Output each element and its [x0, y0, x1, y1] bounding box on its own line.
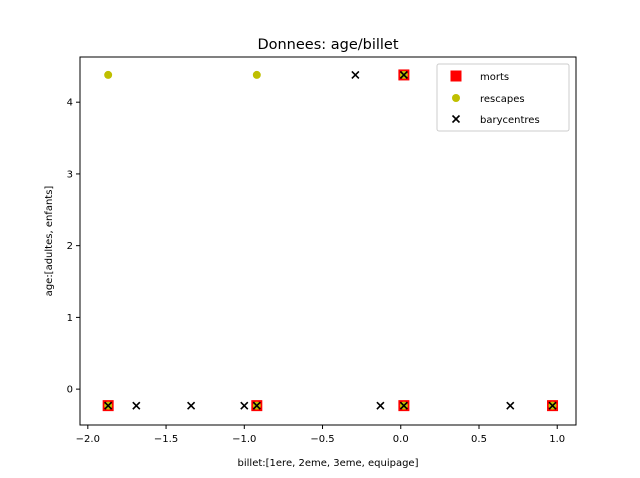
x-axis-label: billet:[1ere, 2eme, 3eme, equipage] [238, 458, 419, 469]
barycentres-point-stroke [240, 401, 249, 410]
rescapes-point [252, 70, 261, 79]
barycentres-point-stroke [104, 401, 113, 410]
y-axis-label: age:[adultes, enfants] [44, 186, 55, 297]
barycentres-point [506, 401, 515, 410]
y-ticks: 0 1 2 3 4 [67, 98, 80, 396]
series-barycentres [104, 70, 557, 410]
barycentres-point-stroke [399, 70, 408, 79]
legend-marker-morts [450, 70, 462, 82]
barycentres-point [399, 401, 408, 410]
barycentres-point-stroke [187, 401, 196, 410]
barycentres-point [351, 70, 360, 79]
barycentres-point [548, 401, 557, 410]
rescapes-point [104, 70, 113, 79]
legend-label-morts: morts [480, 72, 509, 83]
legend-box [436, 63, 570, 132]
barycentres-point-stroke [132, 401, 141, 410]
legend-marker-rescapes [452, 94, 460, 102]
legend-label-barycentres: barycentres [480, 115, 540, 126]
barycentres-point [240, 401, 249, 410]
y-tick-label: 4 [67, 98, 73, 109]
barycentres-point [104, 401, 113, 410]
plot-area-frame [79, 56, 577, 426]
x-tick-label: 0.0 [393, 434, 409, 445]
barycentres-point [187, 401, 196, 410]
barycentres-point [252, 401, 261, 410]
y-tick-label: 1 [67, 313, 73, 324]
y-tick-label: 0 [67, 385, 73, 396]
legend-marker-barycentres [451, 114, 461, 124]
legend: morts rescapes barycentres [436, 63, 570, 132]
barycentres-point [399, 70, 408, 79]
barycentres-point-stroke [252, 401, 261, 410]
barycentres-point-stroke [548, 401, 557, 410]
barycentres-point-stroke [351, 70, 360, 79]
y-tick-label: 2 [67, 241, 73, 252]
x-tick-label: −0.5 [310, 434, 334, 445]
x-tick-label: 1.0 [549, 434, 565, 445]
chart-title: Donnees: age/billet [257, 37, 398, 53]
barycentres-point-stroke [506, 401, 515, 410]
x-ticks: −2.0 −1.5 −1.0 −0.5 0.0 0.5 1.0 [76, 425, 565, 445]
legend-markers [450, 70, 462, 124]
data-marks [102, 69, 559, 412]
x-tick-label: −2.0 [76, 434, 100, 445]
x-tick-label: −1.5 [154, 434, 178, 445]
x-tick-label: 0.5 [471, 434, 487, 445]
x-tick-label: −1.0 [232, 434, 256, 445]
legend-label-rescapes: rescapes [480, 94, 525, 105]
y-tick-label: 3 [67, 169, 73, 180]
barycentres-point [132, 401, 141, 410]
barycentres-point [376, 401, 385, 410]
barycentres-point-stroke [399, 401, 408, 410]
barycentres-point-stroke [376, 401, 385, 410]
legend-marker-barycentres-stroke [451, 114, 461, 124]
